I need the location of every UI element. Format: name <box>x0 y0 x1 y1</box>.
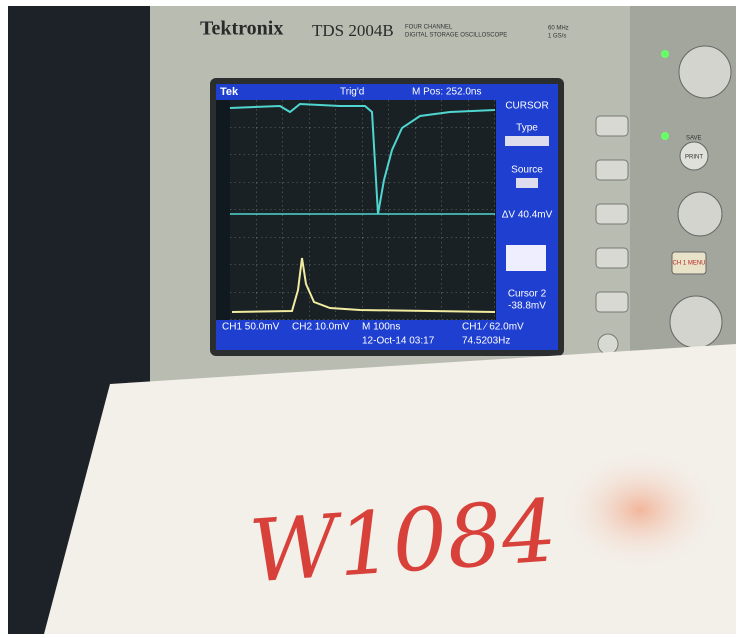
trigger-level: CH1 ∕ 62.0mV <box>462 322 524 333</box>
ch1-menu-button[interactable] <box>671 251 707 275</box>
led <box>661 50 669 58</box>
menu-value <box>516 178 538 188</box>
description: FOUR CHANNEL <box>405 25 453 31</box>
knob[interactable] <box>678 45 732 99</box>
ch2-trace <box>229 102 496 215</box>
position: M Pos: 252.0ns <box>412 87 481 98</box>
menu-button[interactable] <box>595 159 629 181</box>
handwritten-note: W1084 <box>246 481 559 602</box>
menu-item: Cursor 2 <box>508 289 547 300</box>
date: 12-Oct-14 03:17 <box>362 336 435 347</box>
knob[interactable] <box>669 295 723 349</box>
menu-item: Source <box>511 165 543 176</box>
menu-button[interactable] <box>595 115 629 137</box>
trigger-status: Trig'd <box>340 87 364 98</box>
menu-button[interactable] <box>595 291 629 313</box>
menu-item: Type <box>516 123 538 134</box>
paper <box>44 344 736 634</box>
menu-box <box>506 245 546 271</box>
ch1-trace <box>231 257 496 313</box>
menu-off-button[interactable] <box>597 333 619 355</box>
led <box>661 132 669 140</box>
description: DIGITAL STORAGE OSCILLOSCOPE <box>405 33 507 39</box>
status-logo: Tek <box>220 86 239 98</box>
grid <box>230 100 495 320</box>
light-reflection <box>560 450 720 570</box>
time-scale: M 100ns <box>362 322 400 333</box>
button-label: PRINT <box>685 155 703 161</box>
menu-item: -38.8mV <box>508 301 546 312</box>
frequency: 74.5203Hz <box>462 336 510 347</box>
button-label: SAVE <box>686 136 702 142</box>
status-bar <box>216 84 558 100</box>
model: TDS 2004B <box>312 21 394 40</box>
button-label: CH 1 MENU <box>672 261 705 267</box>
ch2-scale: CH2 10.0mV <box>292 322 350 333</box>
ch1-scale: CH1 50.0mV <box>222 322 280 333</box>
menu-button[interactable] <box>595 203 629 225</box>
spec: 60 MHz <box>548 26 569 32</box>
print-button[interactable] <box>679 141 709 171</box>
footer-bar <box>216 320 558 350</box>
brand-logo: Tektronix <box>200 18 283 40</box>
spec: 1 GS/s <box>548 34 566 40</box>
side-buttons <box>595 115 629 355</box>
menu-title: CURSOR <box>505 101 548 112</box>
menu-value <box>505 136 549 146</box>
knob[interactable] <box>677 191 723 237</box>
menu-button[interactable] <box>595 247 629 269</box>
menu-item: ΔV 40.4mV <box>502 210 553 221</box>
